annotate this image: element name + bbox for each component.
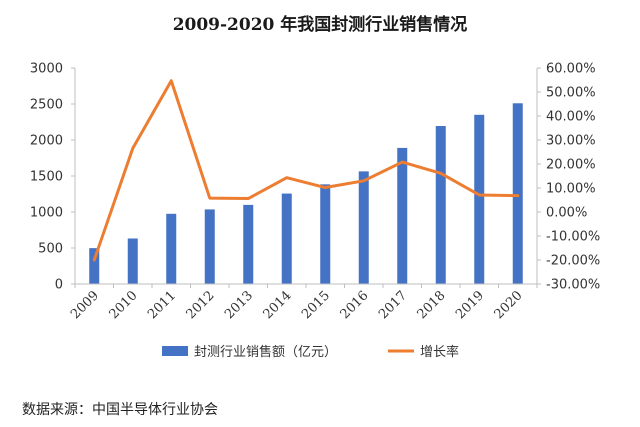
y-left-tick-label: 1000: [30, 206, 63, 221]
y-left-tick-label: 2500: [30, 98, 63, 113]
x-tick-label: 2018: [415, 288, 449, 322]
y-left-tick-label: 2000: [30, 134, 63, 149]
y-left-tick-label: 500: [38, 242, 63, 257]
y-left-tick-label: 0: [55, 278, 63, 293]
x-tick-label: 2016: [338, 288, 372, 322]
y-left-tick-label: 1500: [30, 170, 63, 185]
bar-2019: [474, 114, 485, 284]
x-tick-label: 2012: [184, 288, 218, 322]
x-tick-label: 2013: [222, 288, 256, 322]
bar-2012: [204, 209, 215, 284]
x-tick-label: 2015: [299, 288, 333, 322]
y-right-tick-label: 20.00%: [546, 158, 596, 173]
y-right-tick-label: -10.00%: [546, 230, 600, 245]
bar-2018: [435, 126, 446, 284]
bar-2009: [89, 248, 100, 284]
y-right-tick-label: 30.00%: [546, 134, 596, 149]
legend-bar-label: 封测行业销售额（亿元）: [194, 344, 337, 360]
growth-rate-line: [92, 79, 520, 262]
legend-line-label: 增长率: [420, 344, 459, 360]
x-tick-label: 2014: [261, 288, 295, 322]
x-tick-label: 2017: [376, 288, 410, 322]
bar-2010: [127, 238, 138, 284]
data-source-note: 数据来源：中国半导体行业协会: [22, 402, 218, 418]
y-right-tick-label: -20.00%: [546, 254, 600, 269]
y-right-tick-label: 0.00%: [546, 206, 587, 221]
bar-2014: [281, 193, 292, 284]
x-tick-label: 2011: [145, 288, 179, 322]
x-tick-label: 2010: [107, 288, 141, 322]
y-right-tick-label: 60.00%: [546, 62, 596, 77]
x-tick-label: 2009: [68, 288, 102, 322]
x-tick-label: 2020: [492, 288, 526, 322]
chart-title: 2009-2020 年我国封测行业销售情况: [172, 15, 468, 35]
y-right-tick-label: 40.00%: [546, 110, 596, 125]
bar-2011: [166, 213, 177, 284]
y-right-tick-label: 50.00%: [546, 86, 596, 101]
legend-bar-swatch: [162, 346, 188, 356]
bar-2015: [320, 184, 331, 284]
bar-2016: [358, 171, 369, 284]
y-right-tick-label: 10.00%: [546, 182, 596, 197]
bar-2013: [243, 204, 254, 284]
bar-2020: [512, 103, 523, 284]
x-tick-label: 2019: [453, 288, 487, 322]
y-right-tick-label: -30.00%: [546, 278, 600, 293]
bar-2017: [397, 147, 408, 284]
y-left-tick-label: 3000: [30, 62, 63, 77]
